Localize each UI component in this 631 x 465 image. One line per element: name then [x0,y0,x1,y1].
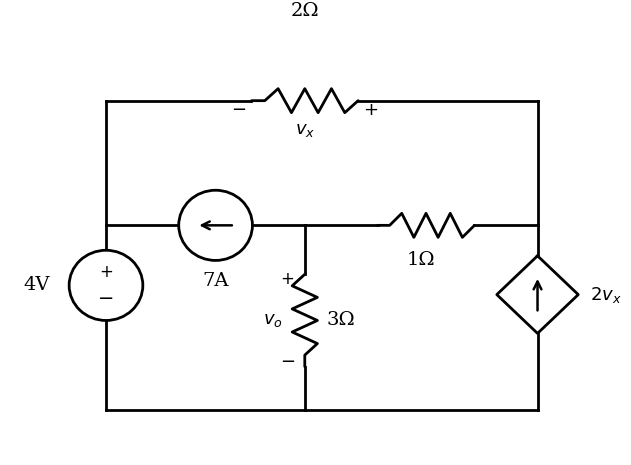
Text: 3Ω: 3Ω [326,312,355,330]
Circle shape [179,190,252,260]
Text: −: − [280,353,295,371]
Text: 7A: 7A [203,272,229,290]
Text: $v_o$: $v_o$ [262,312,283,330]
Text: −: − [232,101,247,119]
Circle shape [69,250,143,320]
Text: 1Ω: 1Ω [407,251,435,269]
Text: −: − [98,289,114,308]
Text: 4V: 4V [23,276,50,294]
Text: +: + [280,270,294,288]
Text: $2v_x$: $2v_x$ [590,285,622,305]
Text: +: + [363,101,378,119]
Text: $v_x$: $v_x$ [295,121,315,139]
Text: +: + [99,263,113,281]
Text: 2Ω: 2Ω [290,2,319,20]
